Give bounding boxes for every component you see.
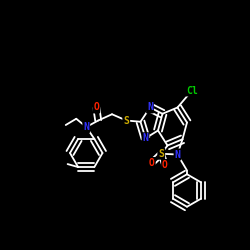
Text: N: N (83, 122, 89, 132)
Text: S: S (123, 116, 129, 126)
Text: N: N (174, 150, 180, 160)
Text: O: O (93, 102, 99, 113)
Text: S: S (158, 149, 164, 159)
Text: O: O (162, 160, 168, 170)
Text: N: N (142, 133, 148, 143)
Text: Cl: Cl (186, 86, 198, 96)
Text: O: O (149, 158, 155, 168)
Text: N: N (147, 102, 153, 113)
